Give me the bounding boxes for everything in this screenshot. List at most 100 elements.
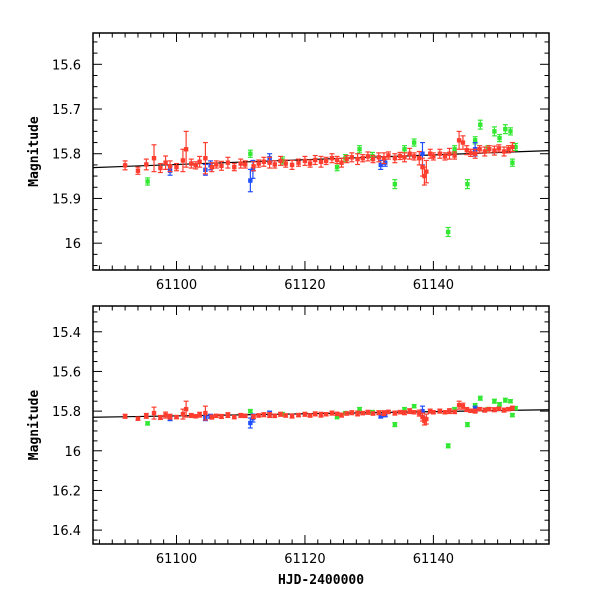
bottom-panel: Magnitude 61100 61120 61140 15.4 15.6 15.8 16 1… xyxy=(27,305,550,567)
red-marker xyxy=(167,164,173,169)
red-data-point xyxy=(491,145,497,156)
green-marker xyxy=(492,399,497,404)
red-marker xyxy=(339,160,344,165)
red-marker xyxy=(174,414,179,420)
red-data-point xyxy=(376,152,382,163)
green-marker xyxy=(334,164,340,170)
red-marker xyxy=(307,161,313,166)
red-data-point xyxy=(289,413,295,419)
red-marker xyxy=(232,164,237,170)
red-marker xyxy=(313,411,318,417)
red-marker xyxy=(189,413,194,418)
green-data-point xyxy=(509,158,515,167)
red-marker xyxy=(424,416,429,422)
red-data-point xyxy=(242,160,248,169)
red-data-point xyxy=(323,412,329,417)
red-data-point xyxy=(302,411,308,417)
red-data-point xyxy=(135,166,141,175)
red-data-point xyxy=(289,159,295,170)
green-data-point xyxy=(507,399,513,404)
green-marker xyxy=(445,229,451,235)
red-marker xyxy=(381,156,387,161)
red-marker xyxy=(174,164,179,170)
red-data-point xyxy=(365,409,371,415)
red-marker xyxy=(225,160,231,165)
red-data-point xyxy=(238,412,244,419)
red-data-point xyxy=(167,413,173,420)
red-marker xyxy=(203,156,208,161)
red-data-point xyxy=(197,155,203,168)
red-data-point xyxy=(157,162,163,174)
red-data-point xyxy=(370,411,376,416)
red-marker xyxy=(209,164,215,170)
red-marker xyxy=(370,411,376,416)
red-data-point xyxy=(180,148,186,173)
red-data-point xyxy=(411,152,417,161)
red-data-point xyxy=(491,407,497,413)
green-data-point xyxy=(411,403,417,409)
bottom-y-axis-title: Magnitude xyxy=(27,390,42,461)
red-marker xyxy=(437,151,443,156)
red-marker xyxy=(501,149,507,154)
red-marker xyxy=(424,169,429,174)
blue-marker xyxy=(420,408,425,414)
red-marker xyxy=(422,173,427,179)
green-data-point xyxy=(392,179,398,190)
red-marker xyxy=(272,162,277,167)
red-marker xyxy=(180,158,186,163)
green-marker xyxy=(492,129,497,134)
red-data-point xyxy=(344,154,350,164)
red-marker xyxy=(267,160,272,165)
red-marker xyxy=(386,153,391,158)
red-data-point xyxy=(218,413,224,420)
green-marker xyxy=(248,408,253,414)
red-marker xyxy=(464,407,469,412)
red-data-point xyxy=(392,410,398,416)
red-data-point xyxy=(349,410,355,416)
red-marker xyxy=(183,147,189,152)
green-marker xyxy=(472,138,478,143)
red-data-point xyxy=(151,406,157,420)
red-data-point xyxy=(442,410,448,415)
red-marker xyxy=(318,159,324,164)
red-marker xyxy=(492,407,497,412)
red-data-point xyxy=(385,409,391,415)
green-data-point xyxy=(247,408,253,414)
red-marker xyxy=(355,411,360,416)
red-marker xyxy=(376,410,382,415)
red-data-point xyxy=(370,154,376,164)
red-data-point xyxy=(173,162,179,172)
red-marker xyxy=(402,410,407,415)
red-marker xyxy=(151,410,157,416)
red-data-point xyxy=(376,410,382,416)
red-marker xyxy=(510,144,515,150)
red-data-point xyxy=(251,161,257,172)
red-data-point xyxy=(167,160,173,173)
red-data-point xyxy=(446,408,452,415)
red-data-point xyxy=(209,162,215,173)
green-marker xyxy=(411,403,417,409)
red-data-point xyxy=(261,412,267,418)
red-marker xyxy=(487,147,492,152)
red-marker xyxy=(318,412,324,417)
red-data-point xyxy=(486,145,492,154)
y-tick-label: 16.4 xyxy=(52,524,81,539)
red-marker xyxy=(135,416,141,421)
green-data-point xyxy=(411,138,417,147)
red-data-point xyxy=(486,406,492,412)
red-data-point xyxy=(251,414,257,420)
red-data-point xyxy=(173,414,179,420)
green-marker xyxy=(497,135,502,141)
green-data-point xyxy=(502,397,508,403)
red-marker xyxy=(510,405,515,411)
red-data-point xyxy=(360,410,366,416)
red-data-point xyxy=(407,408,413,415)
red-marker xyxy=(482,407,487,413)
green-marker xyxy=(445,443,451,449)
red-data-point xyxy=(452,151,458,160)
red-marker xyxy=(203,410,208,416)
red-marker xyxy=(214,413,219,419)
red-data-point xyxy=(360,154,366,163)
green-marker xyxy=(145,179,150,184)
x-axis-title: HJD-2400000 xyxy=(278,573,364,588)
